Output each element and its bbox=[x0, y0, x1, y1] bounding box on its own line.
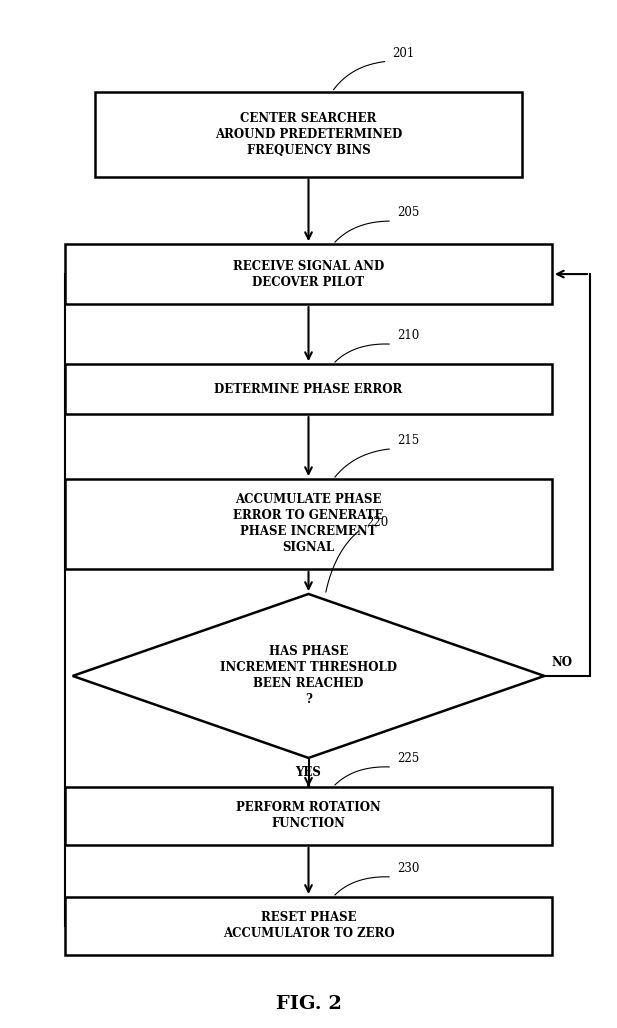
Text: NO: NO bbox=[552, 656, 573, 669]
Text: 230: 230 bbox=[397, 861, 419, 875]
Text: 225: 225 bbox=[397, 751, 419, 765]
Text: CENTER SEARCHER
AROUND PREDETERMINED
FREQUENCY BINS: CENTER SEARCHER AROUND PREDETERMINED FRE… bbox=[215, 112, 402, 156]
Bar bbox=[65, 244, 552, 304]
Text: YES: YES bbox=[296, 766, 321, 779]
Text: ACCUMULATE PHASE
ERROR TO GENERATE
PHASE INCREMENT
SIGNAL: ACCUMULATE PHASE ERROR TO GENERATE PHASE… bbox=[233, 493, 384, 554]
Text: 205: 205 bbox=[397, 206, 419, 219]
Text: DETERMINE PHASE ERROR: DETERMINE PHASE ERROR bbox=[214, 382, 403, 396]
Text: HAS PHASE
INCREMENT THRESHOLD
BEEN REACHED
?: HAS PHASE INCREMENT THRESHOLD BEEN REACH… bbox=[220, 646, 397, 706]
Text: 201: 201 bbox=[392, 46, 415, 60]
Text: PERFORM ROTATION
FUNCTION: PERFORM ROTATION FUNCTION bbox=[236, 802, 381, 831]
Text: 215: 215 bbox=[397, 434, 419, 447]
Text: RESET PHASE
ACCUMULATOR TO ZERO: RESET PHASE ACCUMULATOR TO ZERO bbox=[223, 912, 394, 941]
Bar bbox=[65, 896, 552, 955]
Bar bbox=[65, 479, 552, 568]
Polygon shape bbox=[73, 594, 544, 758]
Text: RECEIVE SIGNAL AND
DECOVER PILOT: RECEIVE SIGNAL AND DECOVER PILOT bbox=[233, 260, 384, 289]
Bar bbox=[65, 786, 552, 845]
Text: FIG. 2: FIG. 2 bbox=[276, 995, 341, 1013]
Bar bbox=[96, 91, 521, 177]
Text: 220: 220 bbox=[366, 516, 389, 529]
Text: 210: 210 bbox=[397, 329, 419, 342]
Bar bbox=[65, 364, 552, 414]
